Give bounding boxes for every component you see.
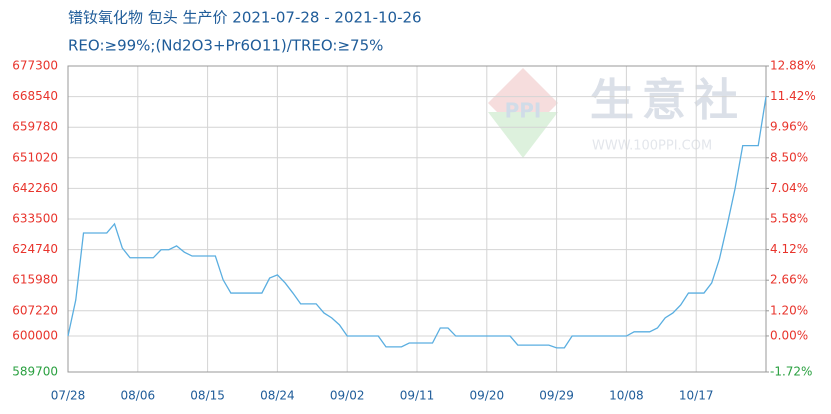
x-tick-label: 07/28 [51, 389, 86, 403]
y-tick-label: 642260 [12, 181, 58, 195]
y2-tick-label: 9.96% [770, 120, 808, 134]
y-tick-label: 615980 [12, 273, 58, 287]
y-tick-label: 668540 [12, 89, 58, 103]
logo-shape [488, 68, 558, 138]
y2-tick-label: 2.66% [770, 273, 808, 287]
x-tick-label: 08/24 [260, 389, 295, 403]
y2-tick-label: -1.72% [770, 365, 812, 379]
logo-shape [488, 112, 558, 158]
x-tick-label: 08/15 [190, 389, 225, 403]
x-tick-label: 10/17 [679, 389, 714, 403]
y-tick-label: 607220 [12, 303, 58, 317]
plot-border [67, 65, 767, 373]
y2-tick-label: 0.00% [770, 328, 808, 342]
x-tick-label: 09/02 [330, 389, 365, 403]
y-tick-label: 633500 [12, 212, 58, 226]
y2-tick-label: 11.42% [770, 89, 816, 103]
y2-tick-label: 7.04% [770, 181, 808, 195]
y-tick-label: 624740 [12, 242, 58, 256]
watermark-logo: PPI [505, 99, 542, 123]
watermark: PPI 生意社 WWW.100PPI.COM [488, 68, 746, 158]
x-tick-label: 08/06 [121, 389, 156, 403]
x-tick-label: 10/08 [609, 389, 644, 403]
line [67, 96, 767, 349]
y2-tick-label: 12.88% [770, 59, 816, 73]
chart-subtitle: REO:≥99%;(Nd2O3+Pr6O11)/TREO:≥75% [68, 37, 383, 55]
y-tick-label: 677300 [12, 59, 58, 73]
watermark-url: WWW.100PPI.COM [592, 139, 712, 154]
y-tick-label: 600000 [12, 329, 58, 343]
x-tick-label: 09/20 [470, 389, 505, 403]
watermark-text: 生意社 [590, 75, 746, 126]
y-tick-label: 659780 [12, 120, 58, 134]
y-tick-label: 589700 [12, 365, 58, 379]
x-tick-label: 09/11 [400, 389, 435, 403]
y2-tick-label: 4.12% [770, 242, 808, 256]
y2-tick-label: 1.20% [770, 303, 808, 317]
x-tick-label: 09/29 [539, 389, 574, 403]
y2-tick-label: 5.58% [770, 212, 808, 226]
y2-tick-label: 8.50% [770, 150, 808, 164]
chart-title: 镨钕氧化物 包头 生产价 2021-07-28 - 2021-10-26 [68, 9, 422, 27]
y-tick-label: 651020 [12, 150, 58, 164]
